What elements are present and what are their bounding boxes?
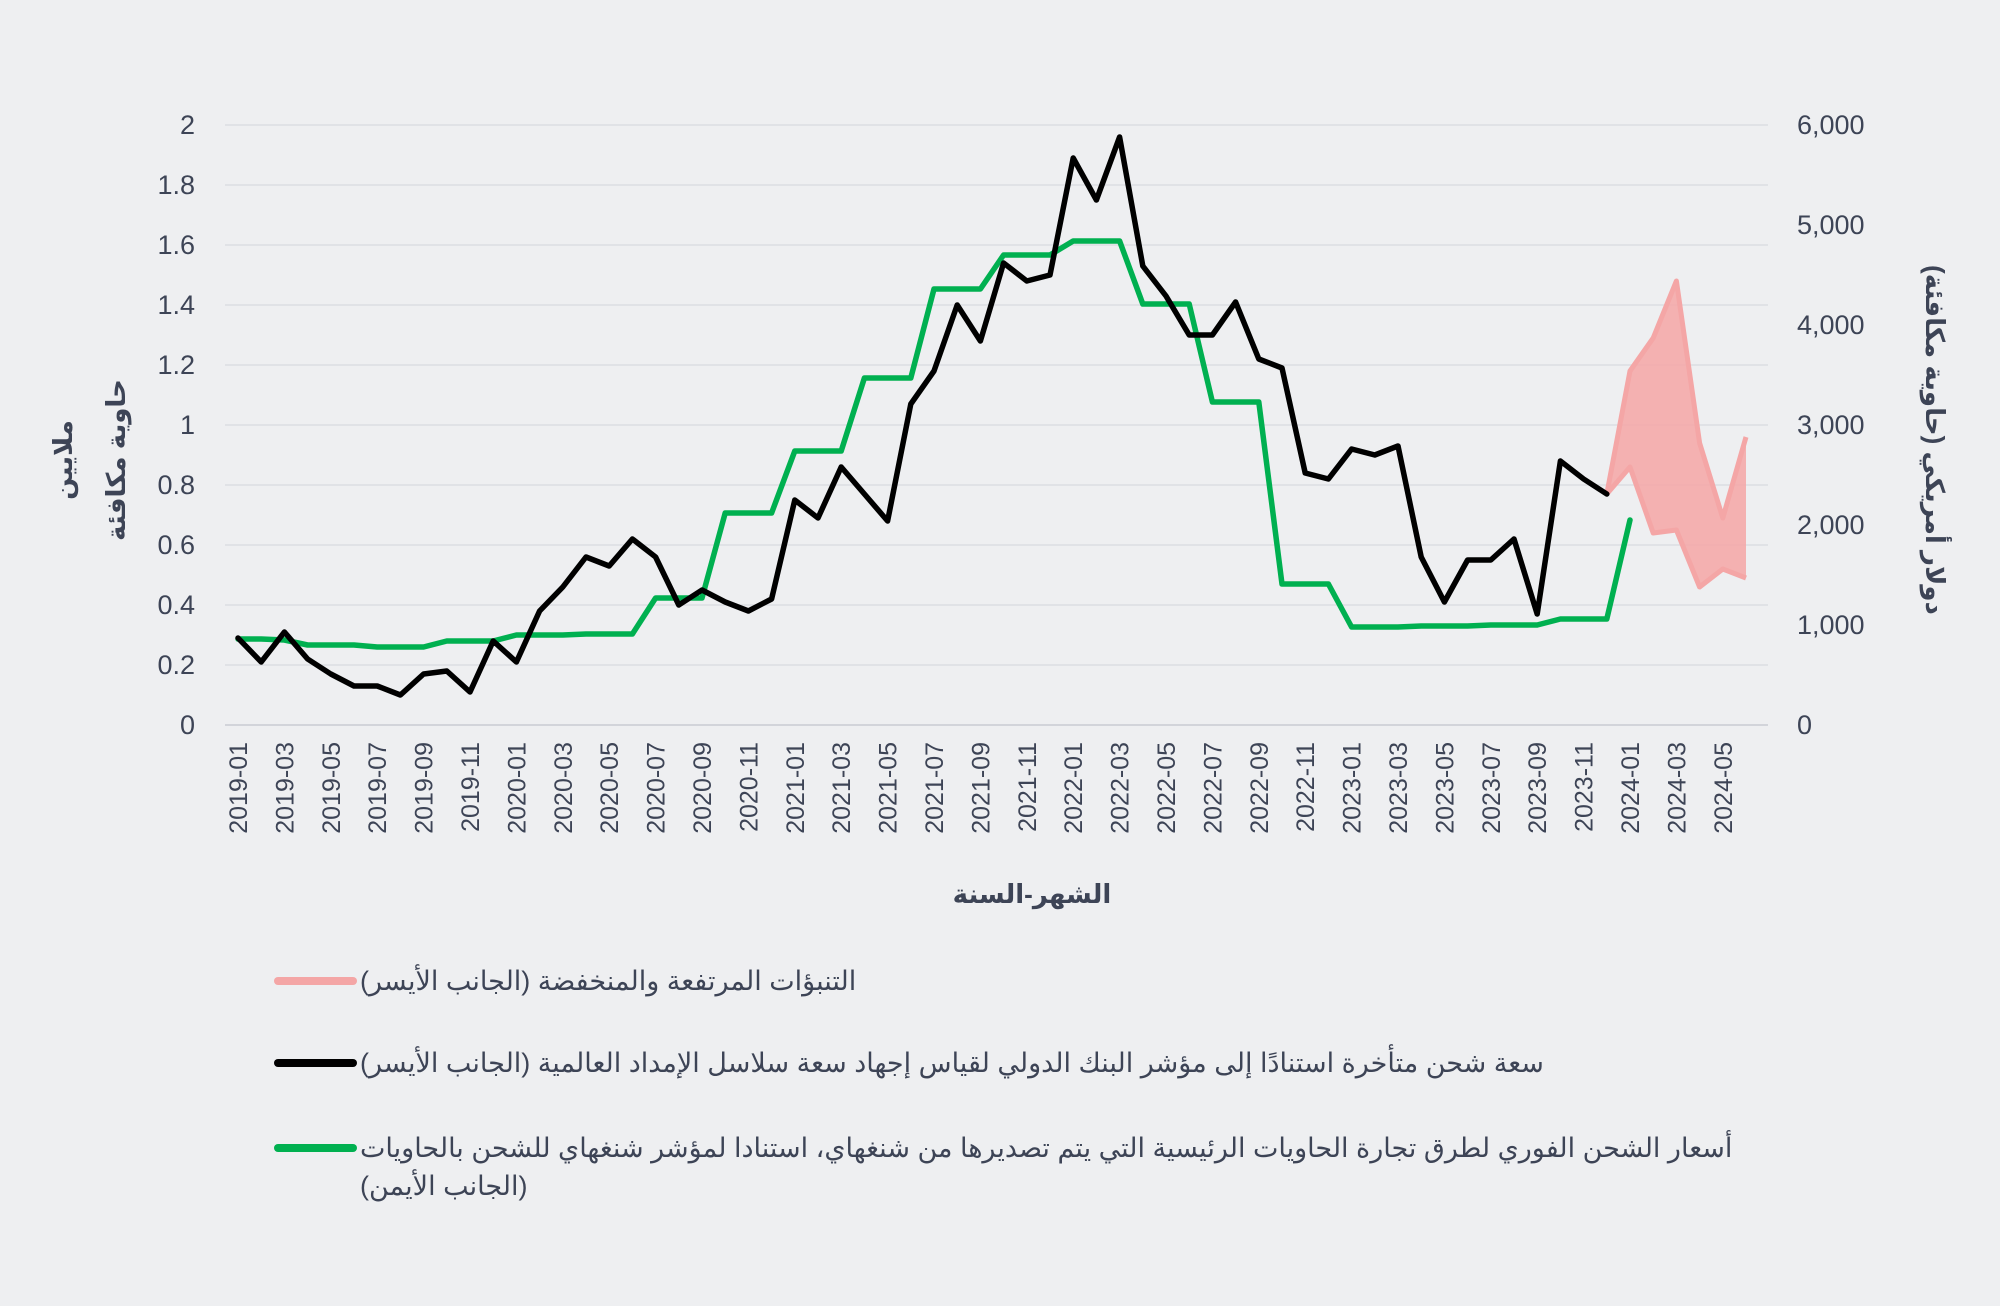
x-tick-label: 2021-01 bbox=[782, 742, 810, 834]
x-tick-label: 2023-03 bbox=[1385, 742, 1413, 834]
x-tick-label: 2020-01 bbox=[503, 742, 531, 834]
x-axis-ticks: 2019-01 2019-03 2019-05 2019-07 2019-09 2019-… bbox=[225, 742, 1738, 834]
x-tick-label: 2020-09 bbox=[689, 742, 717, 834]
right-axis-ticks: 0 1,000 2,000 3,000 4,000 5,000 6,000 bbox=[1797, 110, 1865, 740]
x-tick-label: 2019-09 bbox=[411, 742, 439, 834]
left-tick-label: 1 bbox=[180, 410, 195, 440]
right-tick-label: 0 bbox=[1797, 710, 1812, 740]
right-axis-title: دولار أمريكي (حاوية مكافئة) bbox=[1919, 265, 1952, 615]
legend-label-spot-rates-line1: أسعار الشحن الفوري لطرق تجارة الحاويات ا… bbox=[360, 1129, 1732, 1164]
x-tick-label: 2020-03 bbox=[550, 742, 578, 834]
x-tick-label: 2020-05 bbox=[596, 742, 624, 834]
x-tick-label: 2023-01 bbox=[1339, 742, 1367, 834]
right-tick-label: 2,000 bbox=[1797, 510, 1865, 540]
x-tick-label: 2019-07 bbox=[364, 742, 392, 834]
x-tick-label: 2019-03 bbox=[271, 742, 299, 834]
left-axis-title-line2: حاوية مكافئة bbox=[101, 379, 132, 541]
left-tick-label: 2 bbox=[180, 110, 195, 140]
left-tick-label: 0.4 bbox=[157, 590, 195, 620]
x-tick-label: 2021-07 bbox=[921, 742, 949, 834]
forecast-high-line bbox=[1604, 278, 1749, 521]
plot-area bbox=[235, 134, 1749, 698]
left-tick-label: 0.8 bbox=[157, 470, 195, 500]
legend-label-forecast: التنبؤات المرتفعة والمنخفضة (الجانب الأي… bbox=[360, 963, 856, 997]
x-tick-label: 2019-05 bbox=[318, 742, 346, 834]
x-tick-label: 2024-01 bbox=[1617, 742, 1645, 834]
x-tick-label: 2019-01 bbox=[225, 742, 253, 834]
left-tick-label: 1.6 bbox=[157, 230, 195, 260]
left-tick-label: 0 bbox=[180, 710, 195, 740]
x-tick-label: 2021-09 bbox=[967, 742, 995, 834]
x-tick-label: 2019-11 bbox=[457, 742, 485, 832]
right-tick-label: 1,000 bbox=[1797, 610, 1865, 640]
x-tick-label: 2023-11 bbox=[1571, 742, 1599, 832]
x-tick-label: 2022-01 bbox=[1060, 742, 1088, 834]
x-tick-label: 2022-09 bbox=[1246, 742, 1274, 834]
right-tick-label: 5,000 bbox=[1797, 210, 1865, 240]
left-axis-ticks: 0 0.2 0.4 0.6 0.8 1 1.2 1.4 1.6 1.8 2 bbox=[157, 110, 195, 740]
x-tick-label: 2022-07 bbox=[1199, 742, 1227, 834]
x-tick-label: 2021-11 bbox=[1014, 742, 1042, 832]
left-axis-title-line1: ملايين bbox=[48, 420, 79, 500]
left-tick-label: 0.6 bbox=[157, 530, 195, 560]
forecast-low-line bbox=[1604, 464, 1747, 590]
left-tick-label: 1.2 bbox=[157, 350, 195, 380]
right-tick-label: 3,000 bbox=[1797, 410, 1865, 440]
x-tick-label: 2024-05 bbox=[1710, 742, 1738, 834]
legend: التنبؤات المرتفعة والمنخفضة (الجانب الأي… bbox=[274, 963, 1732, 1202]
legend-label-backlog: سعة شحن متأخرة استنادًا إلى مؤشر البنك ا… bbox=[360, 1043, 1544, 1079]
x-tick-label: 2024-03 bbox=[1663, 742, 1691, 834]
x-tick-label: 2023-05 bbox=[1431, 742, 1459, 834]
left-tick-label: 0.2 bbox=[157, 650, 195, 680]
x-tick-label: 2020-07 bbox=[643, 742, 671, 834]
legend-label-spot-rates-line2: (الجانب الأيمن) bbox=[360, 1168, 527, 1202]
x-axis-title: الشهر-السنة bbox=[953, 879, 1112, 910]
x-tick-label: 2022-11 bbox=[1292, 742, 1320, 832]
x-tick-label: 2021-03 bbox=[828, 742, 856, 834]
right-tick-label: 6,000 bbox=[1797, 110, 1865, 140]
x-tick-label: 2022-03 bbox=[1107, 742, 1135, 834]
left-tick-label: 1.4 bbox=[157, 290, 195, 320]
x-tick-label: 2021-05 bbox=[875, 742, 903, 834]
left-tick-label: 1.8 bbox=[157, 170, 195, 200]
right-tick-label: 4,000 bbox=[1797, 310, 1865, 340]
series-line-backlog bbox=[235, 134, 1610, 698]
gridlines bbox=[225, 124, 1768, 726]
x-tick-label: 2020-11 bbox=[735, 742, 763, 832]
x-tick-label: 2022-05 bbox=[1153, 742, 1181, 834]
x-tick-label: 2023-07 bbox=[1478, 742, 1506, 834]
x-tick-label: 2023-09 bbox=[1524, 742, 1552, 834]
series-line-spot-rates bbox=[235, 238, 1633, 650]
